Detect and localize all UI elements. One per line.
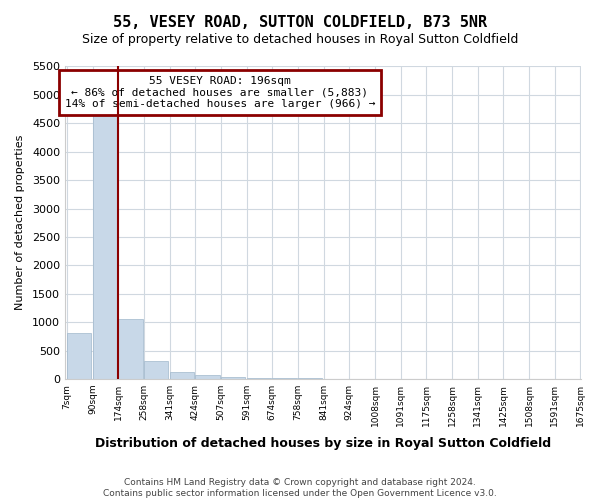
Bar <box>221 378 245 379</box>
Bar <box>272 378 296 379</box>
Bar <box>118 320 143 379</box>
Bar <box>170 372 194 379</box>
Y-axis label: Number of detached properties: Number of detached properties <box>15 135 25 310</box>
Bar <box>144 362 168 379</box>
Text: Contains HM Land Registry data © Crown copyright and database right 2024.
Contai: Contains HM Land Registry data © Crown c… <box>103 478 497 498</box>
X-axis label: Distribution of detached houses by size in Royal Sutton Coldfield: Distribution of detached houses by size … <box>95 437 551 450</box>
Text: 55, VESEY ROAD, SUTTON COLDFIELD, B73 5NR: 55, VESEY ROAD, SUTTON COLDFIELD, B73 5N… <box>113 15 487 30</box>
Bar <box>247 378 271 379</box>
Bar <box>92 115 117 379</box>
Text: 55 VESEY ROAD: 196sqm
← 86% of detached houses are smaller (5,883)
14% of semi-d: 55 VESEY ROAD: 196sqm ← 86% of detached … <box>65 76 375 109</box>
Bar <box>195 376 220 379</box>
Bar <box>67 334 91 379</box>
Text: Size of property relative to detached houses in Royal Sutton Coldfield: Size of property relative to detached ho… <box>82 32 518 46</box>
